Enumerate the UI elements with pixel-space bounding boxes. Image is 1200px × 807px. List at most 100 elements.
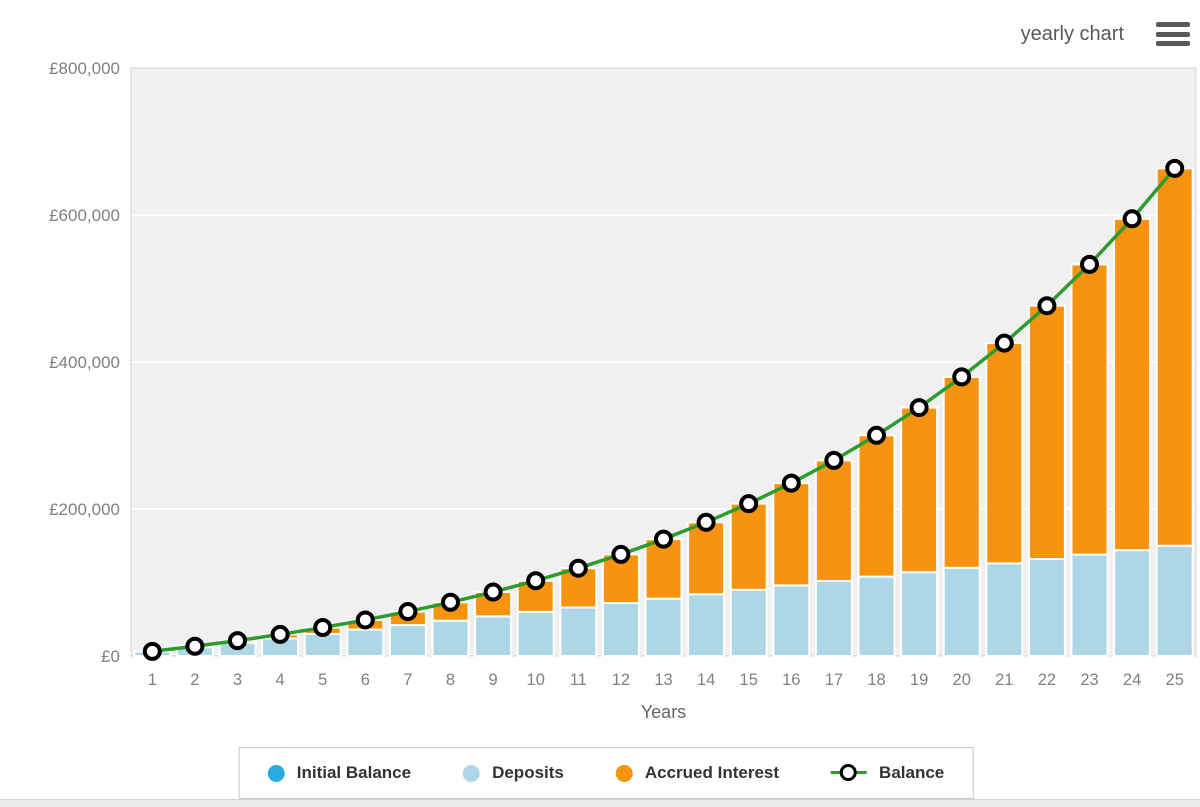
y-axis-tick-label: £800,000 xyxy=(49,59,120,78)
bar-accrued-interest-year-19[interactable] xyxy=(900,406,939,574)
bar-deposits-year-7[interactable] xyxy=(388,624,427,658)
bar-deposits-year-20[interactable] xyxy=(942,566,981,657)
bar-accrued-interest-year-15[interactable] xyxy=(729,502,768,591)
x-axis-title: Years xyxy=(641,702,686,722)
bar-accrued-interest-year-13[interactable] xyxy=(644,538,683,600)
bar-deposits-year-25[interactable] xyxy=(1155,544,1194,657)
bar-deposits-year-18[interactable] xyxy=(857,575,896,657)
bar-accrued-interest-year-16[interactable] xyxy=(772,482,811,587)
legend-item-balance[interactable]: Balance xyxy=(831,763,944,783)
accrued-interest-swatch-icon xyxy=(615,764,633,782)
balance-marker-year-15[interactable] xyxy=(739,494,759,514)
bar-deposits-year-12[interactable] xyxy=(601,602,640,658)
chart-header: yearly chart xyxy=(1021,22,1190,46)
menu-bar xyxy=(1156,31,1190,37)
balance-marker-year-14[interactable] xyxy=(696,512,716,532)
balance-marker-year-22[interactable] xyxy=(1037,296,1057,316)
balance-marker-year-18[interactable] xyxy=(867,425,886,445)
x-axis-tick-label: 25 xyxy=(1166,671,1184,689)
bar-deposits-year-8[interactable] xyxy=(431,619,470,657)
x-axis-tick-label: 18 xyxy=(867,671,885,689)
bar-accrued-interest-year-20[interactable] xyxy=(942,375,981,569)
deposits-swatch-icon xyxy=(463,764,481,782)
x-axis-tick-label: 12 xyxy=(612,671,630,689)
bar-deposits-year-15[interactable] xyxy=(729,588,768,657)
hamburger-menu-icon[interactable] xyxy=(1156,22,1190,46)
bar-deposits-year-14[interactable] xyxy=(687,593,726,658)
x-axis-tick-label: 2 xyxy=(190,671,199,689)
balance-marker-year-1[interactable] xyxy=(142,641,162,661)
balance-marker-year-10[interactable] xyxy=(526,571,546,591)
x-axis-tick-label: 21 xyxy=(995,671,1013,689)
initial-balance-swatch-icon xyxy=(267,764,285,782)
balance-marker-year-6[interactable] xyxy=(355,610,375,630)
legend-item-deposits[interactable]: Deposits xyxy=(463,763,564,783)
balance-marker-year-2[interactable] xyxy=(185,636,205,656)
x-axis-tick-label: 5 xyxy=(318,671,327,689)
bar-deposits-year-9[interactable] xyxy=(474,615,513,657)
balance-marker-year-11[interactable] xyxy=(568,558,588,578)
x-axis-tick-label: 13 xyxy=(654,671,672,689)
x-axis-tick-label: 15 xyxy=(740,671,758,689)
bar-deposits-year-10[interactable] xyxy=(516,610,555,658)
x-axis-tick-label: 16 xyxy=(782,671,800,689)
bar-accrued-interest-year-23[interactable] xyxy=(1070,263,1109,556)
bar-deposits-year-21[interactable] xyxy=(985,562,1024,658)
balance-marker-year-24[interactable] xyxy=(1122,209,1142,229)
x-axis-tick-label: 23 xyxy=(1080,671,1098,689)
bar-deposits-year-17[interactable] xyxy=(814,580,853,658)
x-axis-tick-label: 22 xyxy=(1038,671,1056,689)
x-axis-tick-label: 4 xyxy=(276,671,285,689)
balance-marker-year-3[interactable] xyxy=(228,631,247,651)
menu-bar xyxy=(1156,22,1190,27)
balance-marker-year-7[interactable] xyxy=(398,602,418,622)
bar-accrued-interest-year-22[interactable] xyxy=(1027,304,1066,560)
bar-deposits-year-16[interactable] xyxy=(772,584,811,657)
bar-accrued-interest-year-17[interactable] xyxy=(814,459,853,583)
balance-line-marker-icon xyxy=(831,764,868,782)
x-axis-tick-label: 3 xyxy=(233,671,242,689)
bar-accrued-interest-year-25[interactable] xyxy=(1155,167,1194,547)
balance-marker-year-21[interactable] xyxy=(994,333,1014,353)
y-axis-tick-label: £200,000 xyxy=(49,500,120,519)
bar-accrued-interest-year-14[interactable] xyxy=(687,521,726,596)
balance-marker-year-16[interactable] xyxy=(781,473,801,493)
legend-label: Balance xyxy=(879,763,945,782)
bar-deposits-year-5[interactable] xyxy=(303,632,342,658)
y-axis-tick-label: £600,000 xyxy=(49,206,120,225)
balance-marker-year-5[interactable] xyxy=(313,618,333,638)
balance-marker-year-4[interactable] xyxy=(270,624,290,644)
bar-accrued-interest-year-21[interactable] xyxy=(985,342,1024,565)
x-axis-tick-label: 8 xyxy=(446,671,455,689)
bar-deposits-year-19[interactable] xyxy=(900,571,939,658)
balance-marker-year-25[interactable] xyxy=(1165,158,1185,178)
chart-legend: Initial Balance Deposits Accrued Interes… xyxy=(238,747,974,799)
balance-marker-year-20[interactable] xyxy=(952,367,972,387)
balance-marker-year-19[interactable] xyxy=(909,398,929,418)
balance-marker-year-8[interactable] xyxy=(441,592,460,612)
balance-marker-year-12[interactable] xyxy=(611,544,631,564)
balance-marker-year-9[interactable] xyxy=(483,582,503,602)
bar-deposits-year-13[interactable] xyxy=(644,597,683,657)
bar-deposits-year-23[interactable] xyxy=(1070,553,1109,658)
x-axis-tick-label: 11 xyxy=(570,671,587,689)
x-axis-tick-label: 7 xyxy=(403,671,412,689)
legend-item-initial-balance[interactable]: Initial Balance xyxy=(267,763,411,783)
bar-deposits-year-6[interactable] xyxy=(346,628,385,657)
balance-marker-year-23[interactable] xyxy=(1080,254,1099,274)
bar-accrued-interest-year-18[interactable] xyxy=(857,434,896,578)
x-axis-tick-label: 19 xyxy=(910,671,928,689)
legend-item-accrued-interest[interactable]: Accrued Interest xyxy=(615,763,780,783)
bar-deposits-year-11[interactable] xyxy=(559,606,598,657)
legend-label: Accrued Interest xyxy=(644,763,780,782)
bar-deposits-year-22[interactable] xyxy=(1027,557,1066,657)
balance-marker-year-17[interactable] xyxy=(824,450,844,470)
balance-marker-year-13[interactable] xyxy=(654,529,673,549)
bar-deposits-year-24[interactable] xyxy=(1113,549,1152,657)
bar-accrued-interest-year-24[interactable] xyxy=(1113,217,1152,552)
y-axis-tick-label: £0 xyxy=(101,647,120,666)
x-axis-tick-label: 9 xyxy=(489,671,498,689)
x-axis-tick-label: 14 xyxy=(697,671,715,689)
